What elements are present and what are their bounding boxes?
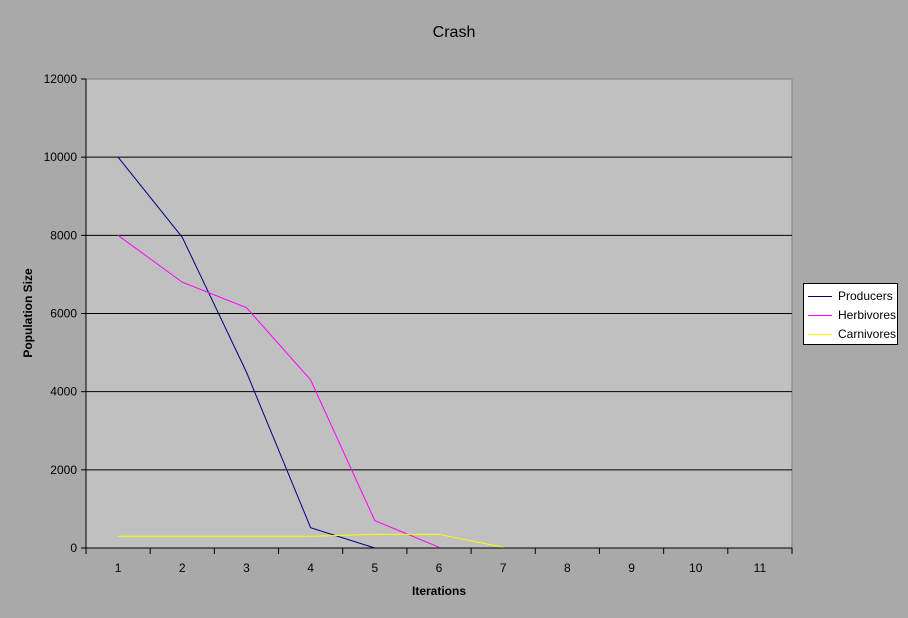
y-tick-label: 12000: [44, 72, 78, 86]
y-tick-label: 8000: [50, 228, 77, 242]
x-tick-label: 5: [371, 561, 378, 575]
legend-label-herbivores: Herbivores: [838, 308, 897, 322]
x-tick-label: 2: [179, 561, 186, 575]
x-tick-label: 7: [500, 561, 507, 575]
x-tick-label: 3: [243, 561, 250, 575]
x-tick-label: 10: [689, 561, 703, 575]
x-tick-label: 8: [564, 561, 571, 575]
y-axis-label: Population Size: [21, 268, 35, 358]
legend: Producers Herbivores Carnivores: [803, 283, 898, 345]
x-tick-label: 4: [307, 561, 314, 575]
x-tick-label: 6: [436, 561, 443, 575]
legend-item-herbivores: Herbivores: [808, 307, 896, 323]
y-tick-label: 10000: [44, 150, 78, 164]
series-line-carnivores: [118, 533, 504, 548]
x-tick-label: 9: [628, 561, 635, 575]
y-tick-label: 4000: [50, 385, 77, 399]
legend-swatch-herbivores: [808, 314, 832, 316]
series-line-herbivores: [117, 234, 440, 548]
legend-item-producers: Producers: [808, 288, 893, 304]
legend-label-carnivores: Carnivores: [838, 327, 897, 341]
x-tick-label: 1: [115, 561, 122, 575]
y-tick-label: 0: [70, 541, 77, 555]
legend-swatch-producers: [808, 295, 832, 297]
x-axis-label: Iterations: [412, 584, 466, 598]
legend-swatch-carnivores: [808, 333, 832, 335]
legend-label-producers: Producers: [838, 289, 893, 303]
x-tick-label: 11: [754, 561, 767, 575]
legend-item-carnivores: Carnivores: [808, 326, 896, 342]
y-tick-label: 6000: [50, 307, 77, 321]
chart-title: Crash: [433, 24, 476, 41]
series-line-producers: [117, 156, 375, 549]
y-tick-label: 2000: [50, 463, 77, 477]
